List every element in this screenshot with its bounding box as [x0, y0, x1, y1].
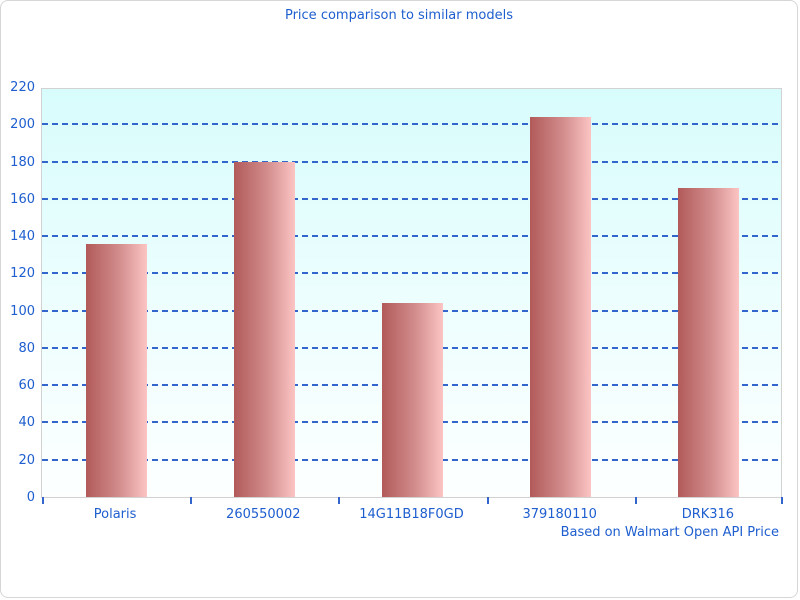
x-axis-tick-1: [190, 497, 193, 504]
x-axis-tick-0: [42, 497, 44, 504]
y-tick-label-220: 220: [10, 80, 35, 95]
x-axis-tick-2: [338, 497, 341, 504]
x-tick-label-379180110: 379180110: [522, 507, 597, 522]
y-tick-label-20: 20: [18, 452, 35, 468]
x-tick-label-polaris: Polaris: [93, 507, 137, 522]
y-tick-label-100: 100: [10, 303, 35, 319]
chart-title: Price comparison to similar models: [284, 8, 514, 23]
plot-area: [41, 88, 783, 504]
y-tick-label-0: 0: [26, 490, 35, 505]
bar-polaris: [85, 243, 147, 497]
footer-note: Based on Walmart Open API Price: [560, 525, 779, 540]
gridline-180: [42, 160, 781, 163]
x-axis-tick-3: [486, 497, 489, 504]
y-tick-label-200: 200: [10, 117, 35, 133]
bar-drk316: [678, 187, 740, 497]
y-tick-label-60: 60: [18, 378, 35, 394]
gridline-120: [42, 272, 781, 275]
x-tick-label-14g11b18f0gd: 14G11B18F0GD: [359, 507, 464, 522]
gridline-200: [42, 123, 781, 126]
bar-379180110: [530, 116, 592, 497]
y-tick-label-80: 80: [18, 340, 35, 356]
bar-260550002: [233, 161, 295, 497]
x-axis-tick-4: [634, 497, 637, 504]
y-tick-label-40: 40: [18, 415, 35, 431]
gridline-140: [42, 235, 781, 238]
bar-14g11b18f0gd: [382, 303, 443, 497]
y-tick-label-160: 160: [10, 191, 35, 207]
y-tick-label-180: 180: [10, 154, 35, 170]
x-axis-tick-5: [781, 497, 783, 504]
y-tick-label-120: 120: [10, 266, 35, 282]
gridline-160: [42, 197, 781, 200]
x-tick-label-260550002: 260550002: [226, 507, 301, 522]
x-tick-label-drk316: DRK316: [681, 507, 735, 522]
y-tick-label-140: 140: [10, 229, 35, 245]
